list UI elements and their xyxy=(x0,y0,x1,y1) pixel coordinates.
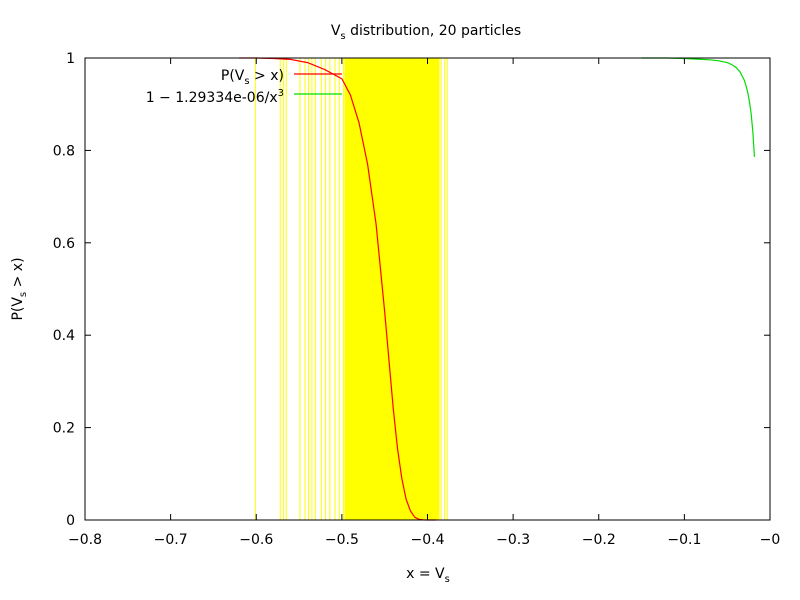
x-tick-label-4: −0.5 xyxy=(325,532,359,548)
x-axis-label: x = Vs xyxy=(406,566,450,585)
chart-title: Vs distribution, 20 particles xyxy=(331,23,521,42)
x-tick-label-1: −0.8 xyxy=(68,532,102,548)
y-tick-label-5: 0.8 xyxy=(53,143,75,159)
chart-title-rest: distribution, 20 particles xyxy=(346,23,522,39)
legend-1-pre: P(V xyxy=(221,68,245,84)
legend-label-series-2: 1 − 1.29334e-06/x3 xyxy=(146,88,284,106)
sample-lines xyxy=(254,58,448,520)
legend-1-sub: s xyxy=(244,76,249,87)
x-tick-label-9: −0 xyxy=(760,532,781,548)
legend-2-sup: 3 xyxy=(278,88,284,99)
y-tick-label-3: 0.4 xyxy=(53,328,75,344)
x-tick-label-2: −0.7 xyxy=(154,532,188,548)
y-axis-label-sub: s xyxy=(18,292,29,297)
y-axis-label-pre: P(V xyxy=(10,297,26,321)
y-axis-label: P(Vs > x) xyxy=(10,257,29,320)
x-tick-label-3: −0.6 xyxy=(239,532,273,548)
y-tick-label-2: 0.2 xyxy=(53,421,75,437)
axis-ticks: −0.8 −0.7 −0.6 −0.5 −0.4 −0.3 −0.2 −0.1 −0 0 0.2 0.… xyxy=(53,51,781,548)
sample-band xyxy=(344,58,440,520)
series-line-1 xyxy=(239,57,437,521)
chart-title-main: V xyxy=(331,23,341,39)
legend-label-series-1: P(Vs > x) xyxy=(221,68,284,87)
x-tick-label-7: −0.2 xyxy=(582,532,616,548)
y-tick-label-1: 0 xyxy=(66,513,75,529)
x-axis-label-sub: s xyxy=(445,574,450,585)
y-tick-label-6: 1 xyxy=(66,51,75,67)
y-tick-label-4: 0.6 xyxy=(53,236,75,252)
series-lines xyxy=(239,57,755,521)
x-axis-label-main: x = V xyxy=(406,566,445,582)
chart-title-sub: s xyxy=(340,31,345,42)
legend: P(Vs > x) 1 − 1.29334e-06/x3 xyxy=(146,68,342,106)
series-line-2 xyxy=(641,57,755,157)
legend-1-post: > x) xyxy=(250,68,284,84)
x-tick-label-5: −0.4 xyxy=(411,532,445,548)
legend-2-pre: 1 − 1.29334e-06/x xyxy=(146,90,278,106)
x-tick-label-8: −0.1 xyxy=(667,532,701,548)
y-axis-label-post: > x) xyxy=(10,257,26,291)
x-tick-label-6: −0.3 xyxy=(496,532,530,548)
